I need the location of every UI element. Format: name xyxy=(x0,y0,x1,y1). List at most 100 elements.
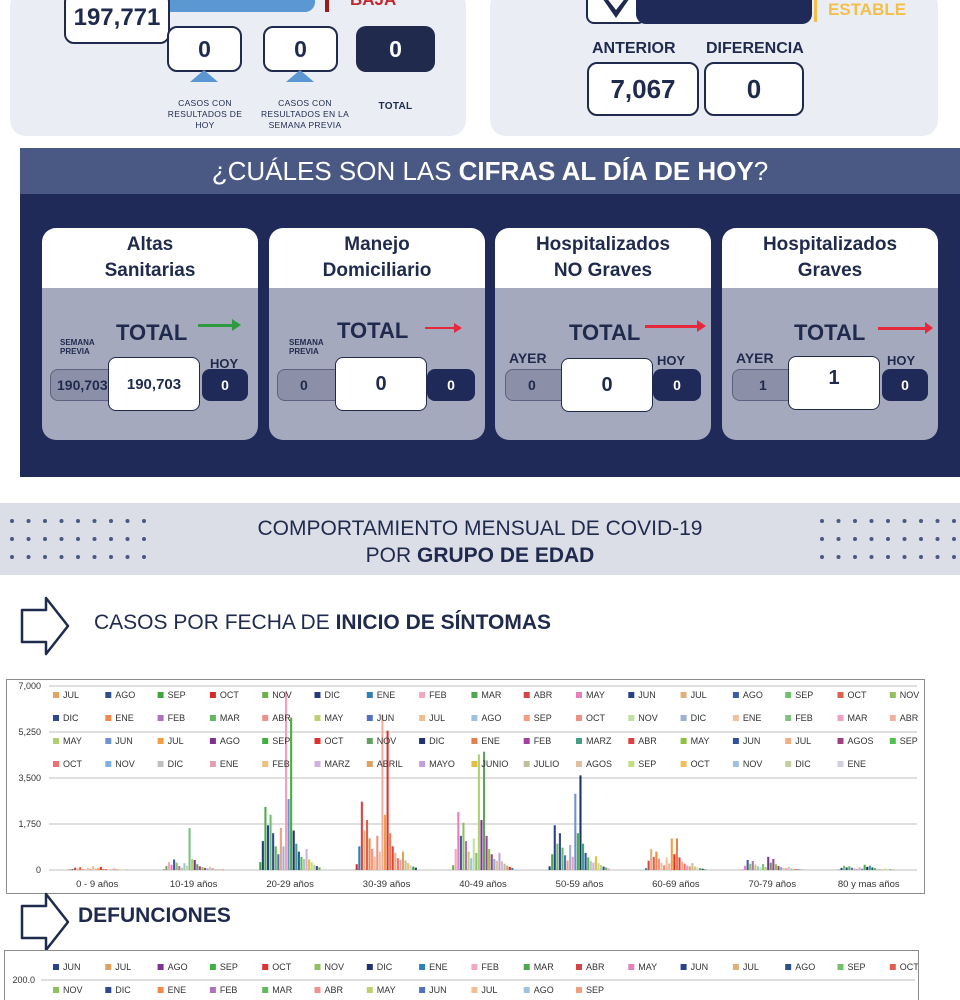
legend-swatch xyxy=(576,715,582,721)
dot xyxy=(76,555,80,559)
legend-swatch xyxy=(105,964,112,970)
bar xyxy=(302,858,306,870)
bar xyxy=(287,799,290,870)
bar xyxy=(650,848,653,870)
dot xyxy=(935,519,940,523)
legend-swatch xyxy=(523,738,530,744)
legend-swatch xyxy=(889,692,896,698)
legend-swatch xyxy=(53,964,59,970)
bar xyxy=(861,868,864,870)
card-title-line2: Sanitarias xyxy=(104,260,196,281)
anterior-value: 7,067 xyxy=(587,62,699,116)
x-tick-label: 40-49 años xyxy=(459,879,507,890)
bar xyxy=(363,830,366,870)
bar xyxy=(282,846,285,870)
legend-swatch xyxy=(262,964,269,970)
dot xyxy=(109,555,113,559)
legend-label: FEB xyxy=(481,962,499,972)
bar xyxy=(310,862,313,870)
bar xyxy=(787,866,790,870)
legend-swatch xyxy=(366,761,373,767)
bar xyxy=(655,851,658,870)
legend-swatch xyxy=(262,715,269,721)
status-badge: ESTABLE xyxy=(828,0,907,19)
legend-swatch xyxy=(105,715,112,721)
dot xyxy=(935,537,940,541)
defunciones-chart: 200.0 JUN JUL AGO SEP OCT NOV DIC ENE FEB MAR ABR MA… xyxy=(4,950,919,1000)
bar xyxy=(774,864,777,870)
legend-label: JULIO xyxy=(534,759,560,769)
legend-label: MAY xyxy=(63,736,82,746)
legend-swatch xyxy=(209,761,216,767)
bar xyxy=(579,775,582,870)
bar xyxy=(686,865,689,870)
bar xyxy=(480,820,483,870)
bar xyxy=(855,868,858,870)
bar xyxy=(503,863,506,870)
today-results-value: 0 xyxy=(167,26,242,72)
legend-swatch xyxy=(314,715,321,721)
bar xyxy=(498,852,501,870)
legend-swatch xyxy=(523,761,530,767)
legend-swatch xyxy=(53,987,59,993)
bar xyxy=(165,866,168,870)
legend-swatch xyxy=(680,738,687,744)
dot xyxy=(109,519,113,523)
legend-label: AGO xyxy=(743,690,763,700)
legend-label: AGO xyxy=(534,985,554,995)
legend-swatch xyxy=(523,692,530,698)
trend-marker xyxy=(325,0,329,12)
bar xyxy=(97,868,100,870)
bar xyxy=(295,843,298,870)
card-altas: Altas Sanitarias TOTAL SEMANA PREVIA HOY … xyxy=(42,228,258,440)
legend-label: JUN xyxy=(115,736,133,746)
legend-swatch xyxy=(314,987,321,993)
card-title-line2: Domiciliario xyxy=(322,260,432,281)
dot xyxy=(92,519,97,523)
bar xyxy=(71,868,74,870)
bar xyxy=(858,867,861,870)
legend-swatch xyxy=(471,738,478,744)
bar xyxy=(873,868,876,870)
bar xyxy=(467,851,470,870)
bar xyxy=(360,801,363,870)
dot xyxy=(836,519,841,523)
legend-swatch xyxy=(419,692,426,698)
dot xyxy=(59,555,64,559)
bar xyxy=(853,868,856,870)
casos-chart: 0 1,750 3,500 5,250 7,000 0 - 9 años 10-19 año… xyxy=(6,679,925,894)
dot xyxy=(142,555,146,559)
trend-arrow-icon xyxy=(198,324,234,327)
legend-swatch xyxy=(209,738,216,744)
dot xyxy=(43,519,47,523)
main-value: 0 xyxy=(561,358,653,412)
legend-swatch xyxy=(209,715,216,721)
bar xyxy=(394,852,397,870)
legend-label: JUL xyxy=(429,713,445,723)
legend-label: ENE xyxy=(168,985,187,995)
legend-swatch xyxy=(732,738,739,744)
bar xyxy=(412,866,415,870)
defunciones-chart-svg: 200.0 JUN JUL AGO SEP OCT NOV DIC ENE FEB MAR ABR MA… xyxy=(12,962,919,995)
bar xyxy=(81,869,84,870)
legend-swatch xyxy=(523,715,530,721)
dot xyxy=(10,537,14,541)
bar xyxy=(657,858,660,870)
dot xyxy=(109,537,113,541)
legend-label: NOV xyxy=(900,690,920,700)
bar xyxy=(645,868,648,870)
legend-label: MAY xyxy=(325,713,344,723)
legend-swatch xyxy=(471,987,478,993)
bar xyxy=(746,860,749,870)
main-value: 0 xyxy=(335,357,427,411)
bar xyxy=(592,862,595,870)
bar xyxy=(673,854,676,870)
legend-label: MAR xyxy=(481,690,502,700)
bar xyxy=(74,867,77,870)
bar xyxy=(167,862,171,870)
bar xyxy=(401,851,405,870)
legend-label: OCT xyxy=(325,736,345,746)
dot xyxy=(919,537,923,541)
legend-label: NOV xyxy=(638,713,658,723)
legend-swatch xyxy=(419,987,426,993)
